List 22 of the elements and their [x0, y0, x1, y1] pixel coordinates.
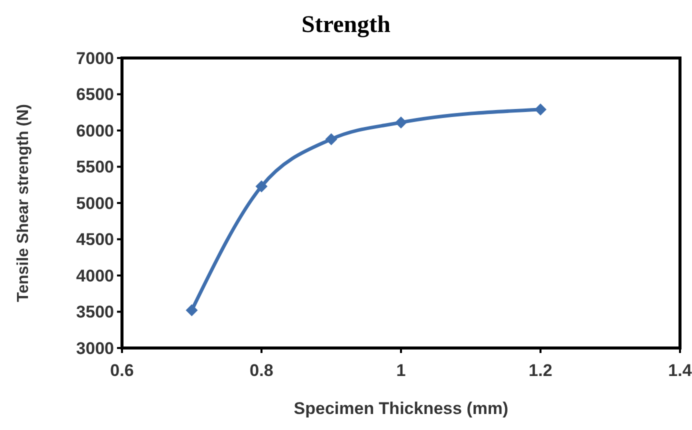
x-tick-label: 1.2: [528, 361, 552, 380]
point: [186, 304, 198, 316]
point: [256, 180, 268, 192]
y-tick-label: 4000: [76, 266, 114, 286]
x-tick-label: 1.4: [668, 361, 692, 380]
y-tick-label: 6000: [76, 121, 114, 140]
y-tick-label: 5500: [76, 158, 114, 177]
y-tick-label: 3000: [76, 338, 114, 358]
y-tick-label: 7000: [76, 48, 114, 68]
x-axis-title: Specimen Thickness (mm): [294, 399, 508, 418]
chart-title: Strength: [302, 12, 390, 38]
x-tick-label: 1: [396, 361, 406, 380]
y-tick-label: 4500: [76, 230, 114, 250]
x-tick-label: 0.8: [250, 361, 274, 380]
point: [534, 103, 546, 116]
y-tick-label: 3500: [76, 302, 114, 322]
y-tick-label: 6500: [76, 85, 114, 104]
point: [395, 116, 407, 129]
y-axis-title: Tensile Shear strength (N): [15, 104, 32, 302]
x-tick-label: 0.6: [110, 361, 134, 380]
point: [325, 133, 338, 146]
y-tick-label: 5000: [76, 194, 114, 213]
